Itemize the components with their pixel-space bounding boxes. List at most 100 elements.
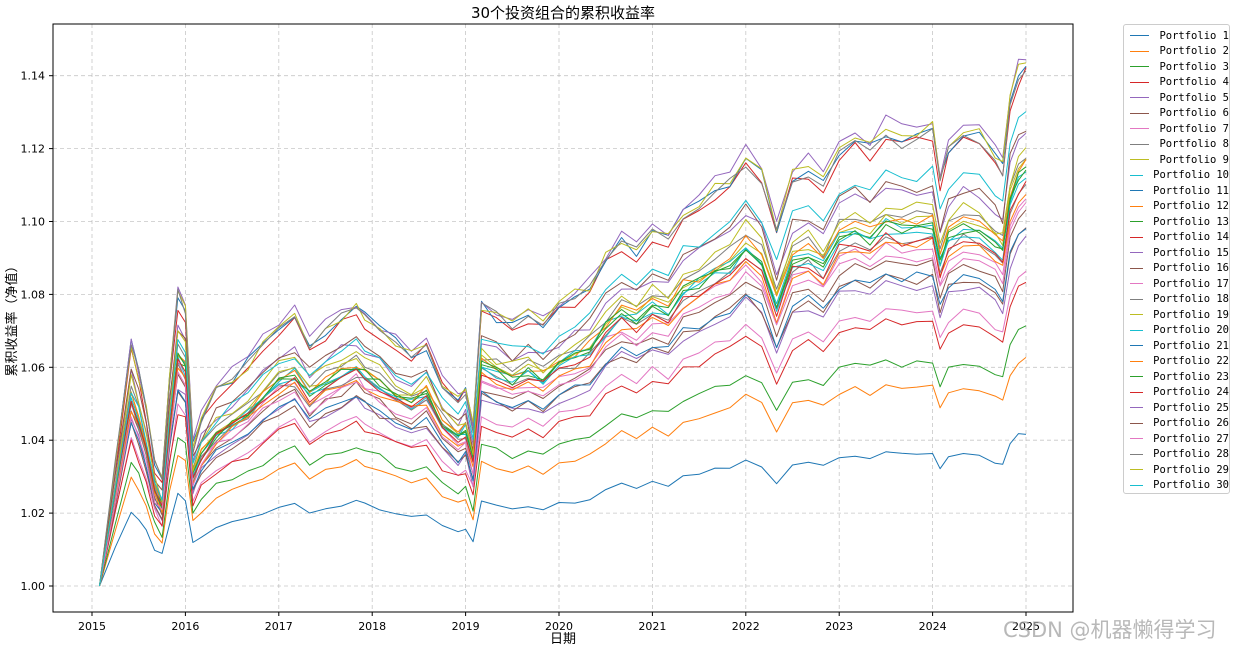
y-tick-label: 1.12 (21, 143, 46, 156)
series-line-portfolio-29 (99, 147, 1027, 587)
legend-label: Portfolio 17 (1153, 277, 1229, 290)
legend-item-portfolio-7: Portfolio 7 (1124, 121, 1229, 137)
x-tick-label: 2020 (545, 620, 573, 633)
legend-item-portfolio-27: Portfolio 27 (1124, 431, 1229, 447)
legend-line-icon (1130, 469, 1144, 471)
x-tick-label: 2023 (825, 620, 853, 633)
legend-item-portfolio-9: Portfolio 9 (1124, 152, 1229, 168)
series-lines (99, 58, 1027, 587)
legend-line-icon (1130, 174, 1144, 176)
legend-line-icon (1130, 298, 1144, 300)
y-axis-ticks: 1.00 1.02 1.04 1.06 1.08 1.10 1.12 1.14 (21, 70, 53, 593)
legend-item-portfolio-25: Portfolio 25 (1124, 400, 1229, 416)
legend-label: Portfolio 12 (1153, 200, 1229, 213)
legend-item-portfolio-17: Portfolio 17 (1124, 276, 1229, 292)
series-line-portfolio-8 (99, 157, 1027, 587)
legend-line-icon (1130, 329, 1144, 331)
legend-line-icon (1130, 422, 1144, 424)
legend-line-icon (1130, 236, 1144, 238)
legend-line-icon (1130, 283, 1144, 285)
legend-label: Portfolio 8 (1159, 138, 1229, 151)
series-line-portfolio-5 (99, 235, 1027, 587)
legend-line-icon (1130, 50, 1150, 52)
legend-label: Portfolio 19 (1153, 308, 1229, 321)
legend-line-icon (1130, 376, 1144, 378)
legend-item-portfolio-3: Portfolio 3 (1124, 59, 1229, 75)
legend-line-icon (1130, 97, 1150, 99)
x-axis-ticks: 2015 2016 2017 2018 2019 2020 2021 2022 2023 2024… (78, 612, 1040, 633)
legend-line-icon (1130, 143, 1150, 145)
series-line-portfolio-22 (99, 194, 1027, 587)
watermark: CSDN @机器懒得学习 (1003, 618, 1217, 642)
legend-label: Portfolio 16 (1153, 262, 1229, 275)
legend-label: Portfolio 18 (1153, 293, 1229, 306)
legend-label: Portfolio 26 (1153, 417, 1229, 430)
legend-label: Portfolio 2 (1159, 45, 1229, 58)
plot-area-frame (52, 23, 1074, 613)
legend-item-portfolio-5: Portfolio 5 (1124, 90, 1229, 106)
x-tick-label: 2022 (732, 620, 760, 633)
legend-label: Portfolio 21 (1153, 339, 1229, 352)
legend-label: Portfolio 14 (1153, 231, 1229, 244)
legend-item-portfolio-15: Portfolio 15 (1124, 245, 1229, 261)
legend-item-portfolio-13: Portfolio 13 (1124, 214, 1229, 230)
legend-line-icon (1130, 112, 1150, 114)
chart-title: 30个投资组合的累积收益率 (471, 4, 655, 22)
series-line-portfolio-26 (99, 130, 1027, 587)
legend-label: Portfolio 6 (1159, 107, 1229, 120)
y-tick-label: 1.08 (21, 288, 46, 301)
y-axis-title: 累积收益率（净值） (4, 259, 20, 376)
legend-label: Portfolio 27 (1153, 432, 1229, 445)
legend-item-portfolio-22: Portfolio 22 (1124, 354, 1229, 370)
legend-item-portfolio-21: Portfolio 21 (1124, 338, 1229, 354)
x-tick-label: 2017 (265, 620, 293, 633)
legend-item-portfolio-16: Portfolio 16 (1124, 261, 1229, 277)
y-tick-label: 1.04 (21, 434, 46, 447)
x-tick-label: 2016 (171, 620, 199, 633)
legend-item-portfolio-26: Portfolio 26 (1124, 416, 1229, 432)
legend-label: Portfolio 4 (1159, 76, 1229, 89)
series-line-portfolio-4 (99, 67, 1027, 587)
series-line-portfolio-19 (99, 62, 1027, 587)
legend-item-portfolio-30: Portfolio 30 (1124, 478, 1229, 494)
series-line-portfolio-21 (99, 228, 1027, 587)
series-line-portfolio-23 (99, 169, 1027, 587)
legend-item-portfolio-12: Portfolio 12 (1124, 199, 1229, 215)
series-line-portfolio-25 (99, 132, 1027, 587)
series-line-portfolio-27 (99, 202, 1027, 587)
legend-line-icon (1130, 66, 1150, 68)
series-line-portfolio-3 (99, 325, 1027, 587)
legend-label: Portfolio 28 (1153, 448, 1229, 461)
series-line-portfolio-6 (99, 209, 1027, 587)
x-tick-label: 2019 (452, 620, 480, 633)
legend-label: Portfolio 9 (1159, 153, 1229, 166)
legend-label: Portfolio 22 (1153, 355, 1229, 368)
series-line-portfolio-15 (99, 58, 1027, 587)
legend-line-icon (1130, 360, 1144, 362)
legend-line-icon (1130, 438, 1144, 440)
x-axis-title: 日期 (550, 632, 576, 646)
y-tick-label: 1.06 (21, 361, 46, 374)
series-line-portfolio-2 (99, 357, 1027, 587)
legend-line-icon (1130, 345, 1144, 347)
x-tick-label: 2025 (1012, 620, 1040, 633)
legend-label: Portfolio 29 (1153, 463, 1229, 476)
legend-item-portfolio-10: Portfolio 10 (1124, 168, 1229, 184)
legend-label: Portfolio 25 (1153, 401, 1229, 414)
legend-item-portfolio-8: Portfolio 8 (1124, 137, 1229, 153)
y-tick-label: 1.14 (21, 70, 46, 83)
legend-item-portfolio-23: Portfolio 23 (1124, 369, 1229, 385)
legend-label: Portfolio 10 (1153, 169, 1229, 182)
y-tick-label: 1.10 (21, 216, 46, 229)
series-line-portfolio-17 (99, 198, 1027, 587)
legend-label: Portfolio 3 (1159, 60, 1229, 73)
series-line-portfolio-24 (99, 181, 1027, 587)
legend-item-portfolio-20: Portfolio 20 (1124, 323, 1229, 339)
x-tick-label: 2018 (358, 620, 386, 633)
legend-line-icon (1130, 81, 1150, 83)
legend-line-icon (1130, 314, 1144, 316)
legend-line-icon (1130, 407, 1144, 409)
legend-line-icon (1130, 205, 1144, 207)
legend-label: Portfolio 23 (1153, 370, 1229, 383)
